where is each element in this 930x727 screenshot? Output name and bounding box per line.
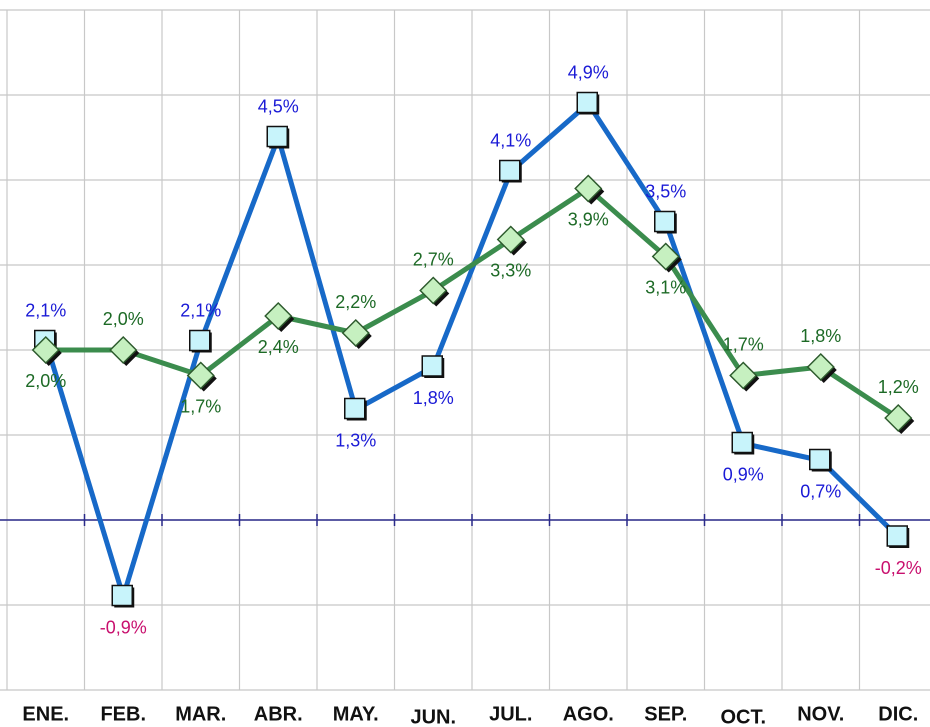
data-label: 0,9% (723, 464, 764, 484)
x-tick-label: NOV. (797, 703, 844, 725)
x-tick-label: AGO. (563, 703, 614, 725)
x-tick-label: MAY. (333, 703, 379, 725)
data-label: 1,2% (878, 377, 919, 397)
marker (809, 448, 831, 471)
data-label: 2,4% (258, 337, 299, 357)
marker (419, 276, 448, 305)
marker (884, 403, 913, 433)
marker (576, 91, 598, 114)
x-tick-label: MAR. (175, 703, 226, 725)
data-label: -0,2% (875, 558, 922, 578)
marker (344, 397, 366, 420)
x-tick-label: DIC. (878, 703, 918, 725)
marker (186, 361, 215, 390)
data-label: 1,7% (723, 334, 764, 354)
marker (31, 335, 60, 365)
data-label: 4,5% (258, 96, 299, 116)
data-label: -0,9% (100, 617, 147, 637)
data-label: 4,1% (490, 130, 531, 150)
marker (109, 335, 138, 365)
data-label: 1,7% (180, 396, 221, 416)
x-tick-label: JUN. (410, 706, 456, 727)
series-line (43, 101, 901, 599)
marker (264, 301, 293, 331)
data-label: 2,2% (335, 292, 376, 312)
marker (654, 210, 676, 233)
x-tick-label: ENE. (22, 703, 69, 725)
data-label: 1,3% (335, 430, 376, 450)
data-label: 3,1% (645, 277, 686, 297)
marker (886, 525, 908, 547)
marker (421, 355, 443, 377)
data-label: 2,1% (25, 300, 66, 320)
marker (499, 159, 521, 182)
data-label: 3,3% (490, 260, 531, 280)
marker (729, 361, 758, 390)
x-tick-label: SEP. (644, 703, 687, 725)
marker (806, 352, 835, 382)
data-label: 2,0% (25, 371, 66, 391)
data-label: 2,7% (413, 249, 454, 269)
marker (111, 584, 133, 607)
marker (266, 125, 288, 148)
x-tick-label: JUL. (489, 703, 532, 725)
x-tick-label: FEB. (100, 703, 146, 725)
series-line (45, 186, 900, 421)
marker (574, 174, 603, 203)
marker (341, 318, 370, 348)
data-label: 3,9% (568, 209, 609, 229)
data-label: 2,0% (103, 309, 144, 329)
data-label: 1,8% (413, 388, 454, 408)
data-label: 2,1% (180, 300, 221, 320)
data-label: 4,9% (568, 62, 609, 82)
marker (731, 431, 753, 454)
marker (496, 225, 525, 254)
data-label: 1,8% (800, 326, 841, 346)
marker (651, 242, 680, 271)
data-label: 3,5% (645, 181, 686, 201)
x-tick-label: ABR. (254, 703, 303, 725)
x-tick-label: OCT. (720, 706, 766, 727)
marker (189, 329, 211, 352)
data-label: 0,7% (800, 481, 841, 501)
